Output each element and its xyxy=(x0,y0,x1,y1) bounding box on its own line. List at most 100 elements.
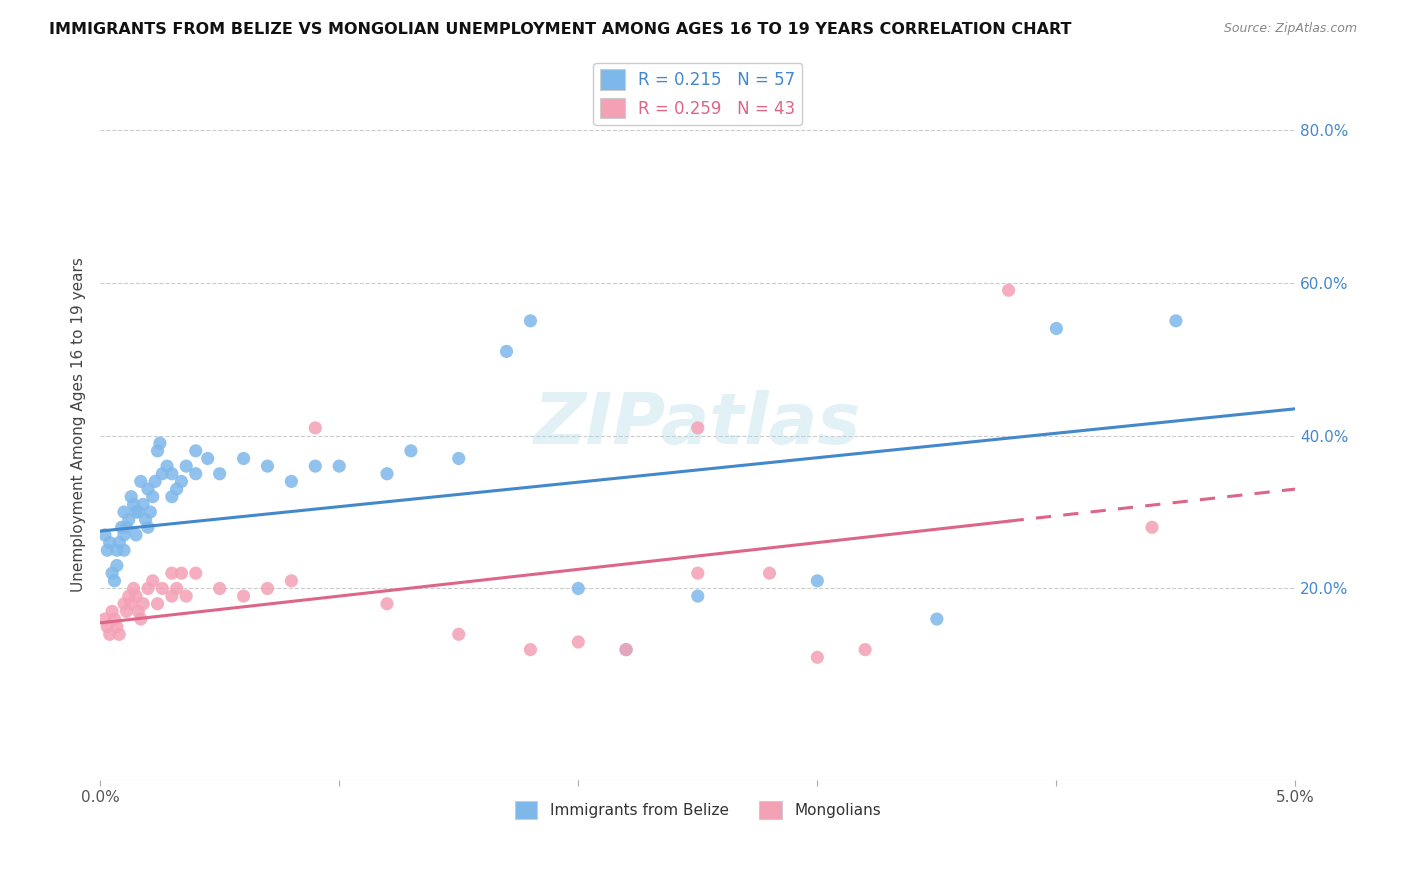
Point xyxy=(120,490,142,504)
Point xyxy=(174,589,197,603)
Point xyxy=(136,582,159,596)
Point xyxy=(256,582,278,596)
Point xyxy=(105,620,128,634)
Point xyxy=(136,520,159,534)
Point xyxy=(170,566,193,581)
Point xyxy=(495,344,517,359)
Text: ZIPatlas: ZIPatlas xyxy=(534,390,862,458)
Point xyxy=(142,490,165,504)
Point xyxy=(108,535,131,549)
Point xyxy=(519,642,541,657)
Point xyxy=(184,467,207,481)
Point xyxy=(111,520,134,534)
Point xyxy=(280,574,302,588)
Point xyxy=(101,566,124,581)
Point xyxy=(112,528,135,542)
Point xyxy=(328,459,350,474)
Point xyxy=(127,505,149,519)
Point xyxy=(125,528,148,542)
Point xyxy=(129,612,152,626)
Point xyxy=(149,436,172,450)
Point xyxy=(146,597,169,611)
Point xyxy=(304,459,326,474)
Point xyxy=(160,490,183,504)
Point xyxy=(1164,314,1187,328)
Point xyxy=(232,589,254,603)
Point xyxy=(806,650,828,665)
Point xyxy=(208,582,231,596)
Point xyxy=(166,482,188,496)
Legend: Immigrants from Belize, Mongolians: Immigrants from Belize, Mongolians xyxy=(509,795,887,825)
Point xyxy=(98,627,121,641)
Point xyxy=(567,582,589,596)
Point xyxy=(150,467,173,481)
Point xyxy=(304,421,326,435)
Point xyxy=(160,467,183,481)
Point xyxy=(108,627,131,641)
Point xyxy=(146,443,169,458)
Point xyxy=(101,604,124,618)
Point xyxy=(150,582,173,596)
Point xyxy=(156,459,179,474)
Point xyxy=(519,314,541,328)
Point xyxy=(105,543,128,558)
Point xyxy=(115,604,138,618)
Point xyxy=(375,467,398,481)
Point xyxy=(925,612,948,626)
Point xyxy=(1045,321,1067,335)
Text: Source: ZipAtlas.com: Source: ZipAtlas.com xyxy=(1223,22,1357,36)
Point xyxy=(280,475,302,489)
Point xyxy=(98,535,121,549)
Point xyxy=(142,574,165,588)
Point xyxy=(105,558,128,573)
Point xyxy=(853,642,876,657)
Point xyxy=(1140,520,1163,534)
Point xyxy=(103,612,125,626)
Point xyxy=(136,482,159,496)
Point xyxy=(614,642,637,657)
Point xyxy=(118,513,141,527)
Point xyxy=(197,451,219,466)
Point xyxy=(375,597,398,611)
Point xyxy=(256,459,278,474)
Point xyxy=(447,627,470,641)
Point xyxy=(166,582,188,596)
Point xyxy=(208,467,231,481)
Point xyxy=(997,283,1019,297)
Point xyxy=(96,543,118,558)
Point xyxy=(135,513,157,527)
Point xyxy=(170,475,193,489)
Point xyxy=(112,543,135,558)
Y-axis label: Unemployment Among Ages 16 to 19 years: Unemployment Among Ages 16 to 19 years xyxy=(72,257,86,591)
Point xyxy=(232,451,254,466)
Point xyxy=(118,589,141,603)
Point xyxy=(96,620,118,634)
Point xyxy=(143,475,166,489)
Point xyxy=(122,497,145,511)
Point xyxy=(174,459,197,474)
Point xyxy=(686,421,709,435)
Text: IMMIGRANTS FROM BELIZE VS MONGOLIAN UNEMPLOYMENT AMONG AGES 16 TO 19 YEARS CORRE: IMMIGRANTS FROM BELIZE VS MONGOLIAN UNEM… xyxy=(49,22,1071,37)
Point xyxy=(129,475,152,489)
Point xyxy=(160,589,183,603)
Point xyxy=(686,589,709,603)
Point xyxy=(112,597,135,611)
Point xyxy=(122,582,145,596)
Point xyxy=(115,520,138,534)
Point xyxy=(614,642,637,657)
Point xyxy=(184,566,207,581)
Point xyxy=(132,597,155,611)
Point xyxy=(399,443,422,458)
Point xyxy=(447,451,470,466)
Point xyxy=(806,574,828,588)
Point xyxy=(139,505,162,519)
Point xyxy=(112,505,135,519)
Point xyxy=(94,612,117,626)
Point xyxy=(160,566,183,581)
Point xyxy=(120,597,142,611)
Point xyxy=(94,528,117,542)
Point xyxy=(103,574,125,588)
Point xyxy=(567,635,589,649)
Point xyxy=(125,505,148,519)
Point xyxy=(127,604,149,618)
